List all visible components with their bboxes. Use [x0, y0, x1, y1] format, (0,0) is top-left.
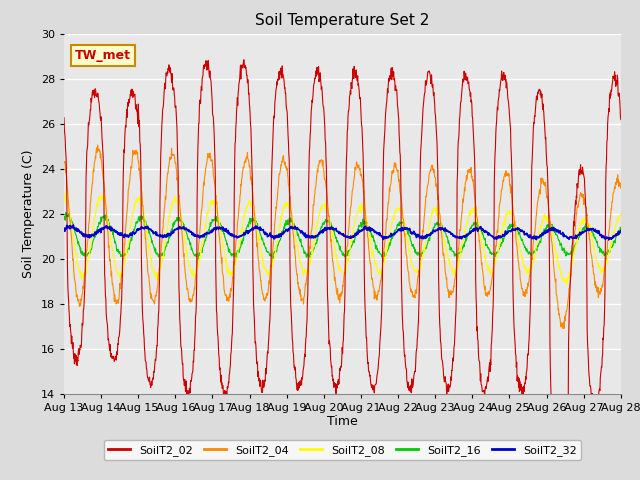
Text: TW_met: TW_met	[75, 49, 131, 62]
Y-axis label: Soil Temperature (C): Soil Temperature (C)	[22, 149, 35, 278]
Legend: SoilT2_02, SoilT2_04, SoilT2_08, SoilT2_16, SoilT2_32: SoilT2_02, SoilT2_04, SoilT2_08, SoilT2_…	[104, 440, 581, 460]
Title: Soil Temperature Set 2: Soil Temperature Set 2	[255, 13, 429, 28]
X-axis label: Time: Time	[327, 415, 358, 429]
